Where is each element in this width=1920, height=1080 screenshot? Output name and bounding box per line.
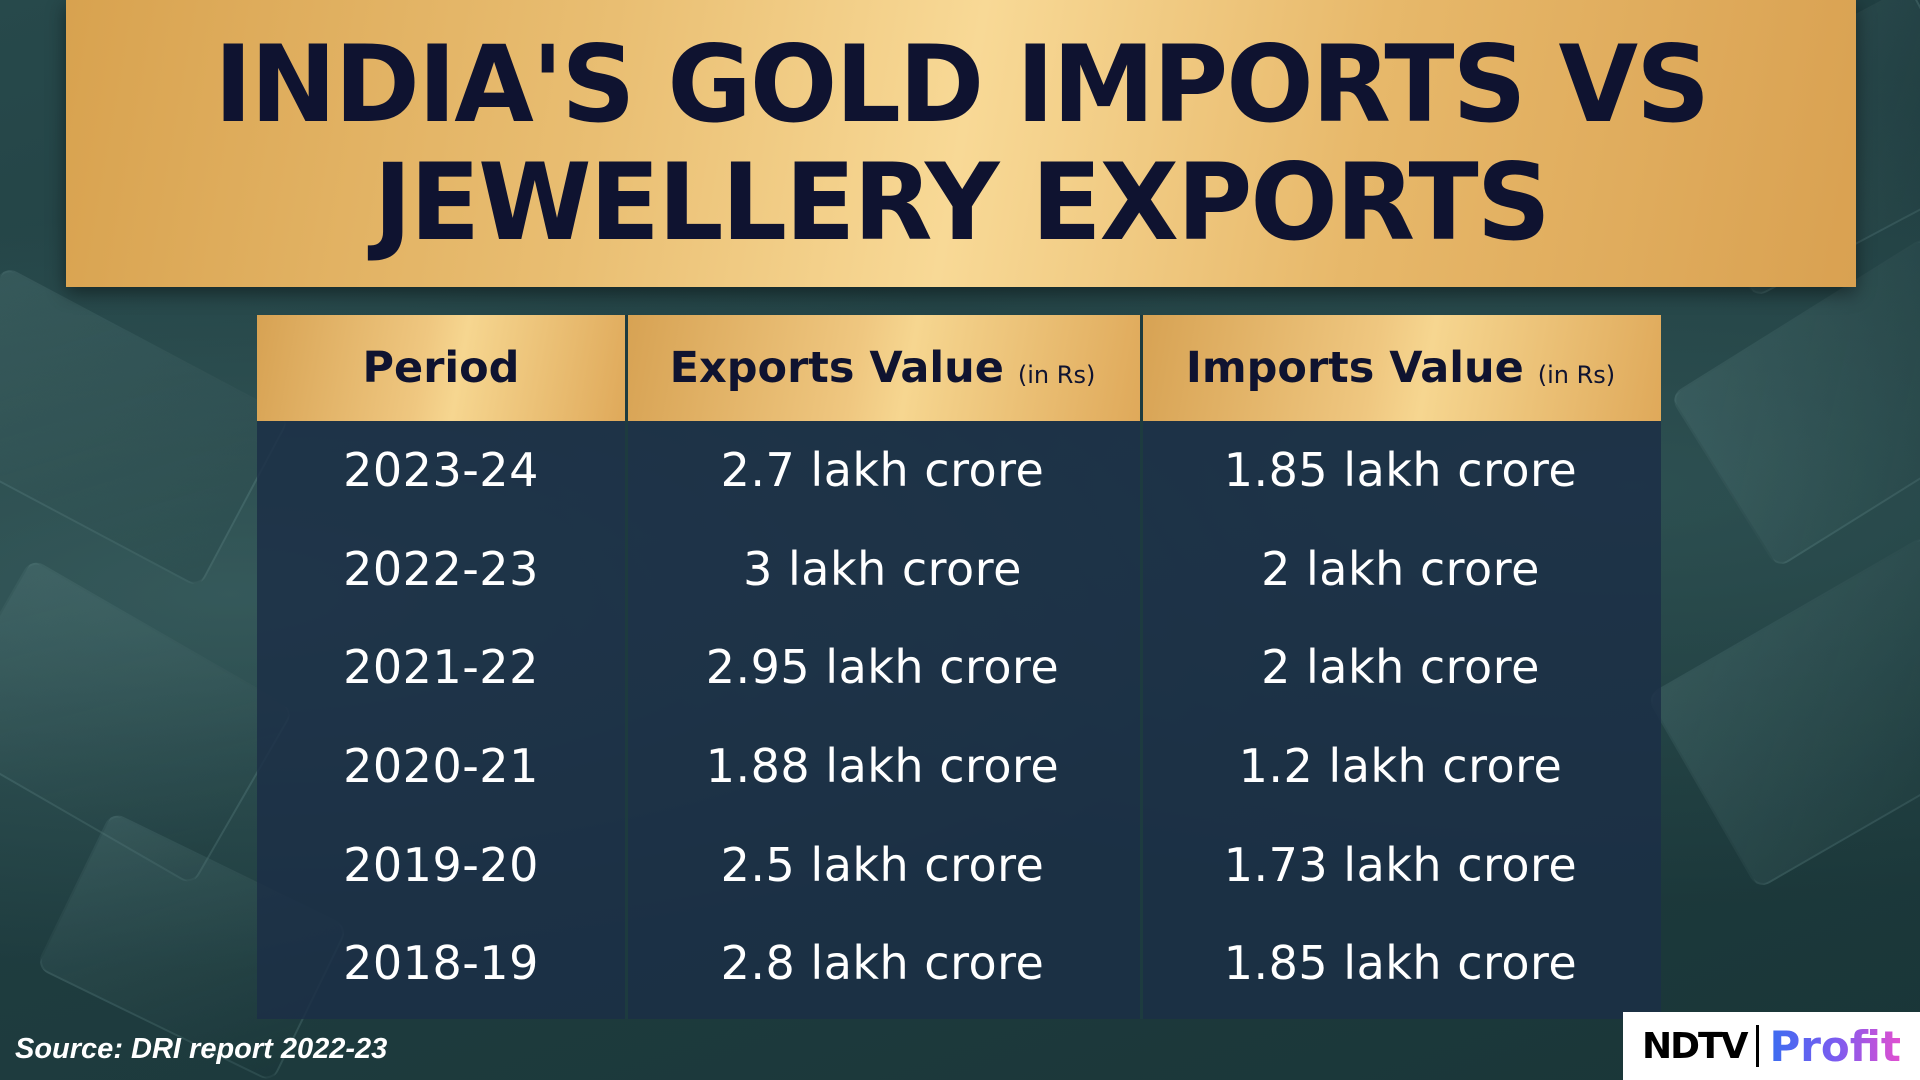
title-banner: INDIA'S GOLD IMPORTS VS JEWELLERY EXPORT… (66, 0, 1856, 287)
cell-exports-value: 3 lakh crore (743, 541, 1022, 596)
logo-divider (1756, 1025, 1760, 1067)
cell-period: 2019-20 (343, 837, 539, 892)
logo-ndtv-text: NDTV (1642, 1025, 1748, 1067)
table-row: 2019-20 2.5 lakh crore 1.73 lakh crore (257, 815, 1661, 914)
table-row: 2021-22 2.95 lakh crore 2 lakh crore (257, 618, 1661, 717)
header-imports-unit: (in Rs) (1537, 361, 1616, 389)
table-row: 2018-19 2.8 lakh crore 1.85 lakh crore (257, 914, 1661, 1013)
column-divider (1140, 315, 1143, 1019)
table-header: Period Exports Value (in Rs) Imports Val… (257, 315, 1661, 421)
page-title: INDIA'S GOLD IMPORTS VS JEWELLERY EXPORT… (213, 22, 1710, 264)
header-imports-label: Imports Value (1185, 343, 1524, 393)
cell-imports-value: 2 lakh crore (1261, 640, 1540, 695)
cell-imports-value: 1.85 lakh crore (1223, 936, 1578, 991)
cell-exports-value: 2.7 lakh crore (720, 443, 1045, 498)
table-row: 2023-24 2.7 lakh crore 1.85 lakh crore (257, 421, 1661, 520)
background-bar (0, 265, 291, 589)
source-note: Source: DRI report 2022-23 (15, 1033, 388, 1065)
header-exports-value: Exports Value (in Rs) (625, 315, 1140, 421)
table-body: 2023-24 2.7 lakh crore 1.85 lakh crore 2… (257, 421, 1661, 1013)
cell-imports-value: 1.85 lakh crore (1223, 443, 1578, 498)
cell-imports-value: 1.2 lakh crore (1238, 739, 1563, 794)
cell-period: 2018-19 (343, 936, 539, 991)
title-line-2: JEWELLERY EXPORTS (373, 140, 1550, 264)
cell-exports-value: 2.5 lakh crore (720, 837, 1045, 892)
cell-period: 2023-24 (343, 443, 539, 498)
cell-imports-value: 2 lakh crore (1261, 541, 1540, 596)
cell-imports-value: 1.73 lakh crore (1223, 837, 1578, 892)
header-period: Period (257, 315, 625, 421)
cell-exports-value: 2.95 lakh crore (705, 640, 1060, 695)
table-row: 2022-23 3 lakh crore 2 lakh crore (257, 520, 1661, 619)
cell-exports-value: 1.88 lakh crore (705, 739, 1060, 794)
data-table: Period Exports Value (in Rs) Imports Val… (257, 315, 1661, 1019)
header-exports-label: Exports Value (669, 343, 1004, 393)
table-row: 2020-21 1.88 lakh crore 1.2 lakh crore (257, 717, 1661, 816)
cell-exports-value: 2.8 lakh crore (720, 936, 1045, 991)
header-exports-unit: (in Rs) (1017, 361, 1096, 389)
logo-profit-text: Profit (1769, 1021, 1901, 1071)
cell-period: 2021-22 (343, 640, 539, 695)
header-imports-value: Imports Value (in Rs) (1140, 315, 1661, 421)
background-bar (1645, 534, 1920, 890)
header-period-label: Period (362, 343, 520, 393)
column-divider (625, 315, 628, 1019)
title-line-1: INDIA'S GOLD IMPORTS VS (213, 22, 1710, 146)
cell-period: 2022-23 (343, 541, 539, 596)
ndtv-profit-logo: NDTV Profit (1623, 1012, 1920, 1080)
cell-period: 2020-21 (343, 739, 539, 794)
